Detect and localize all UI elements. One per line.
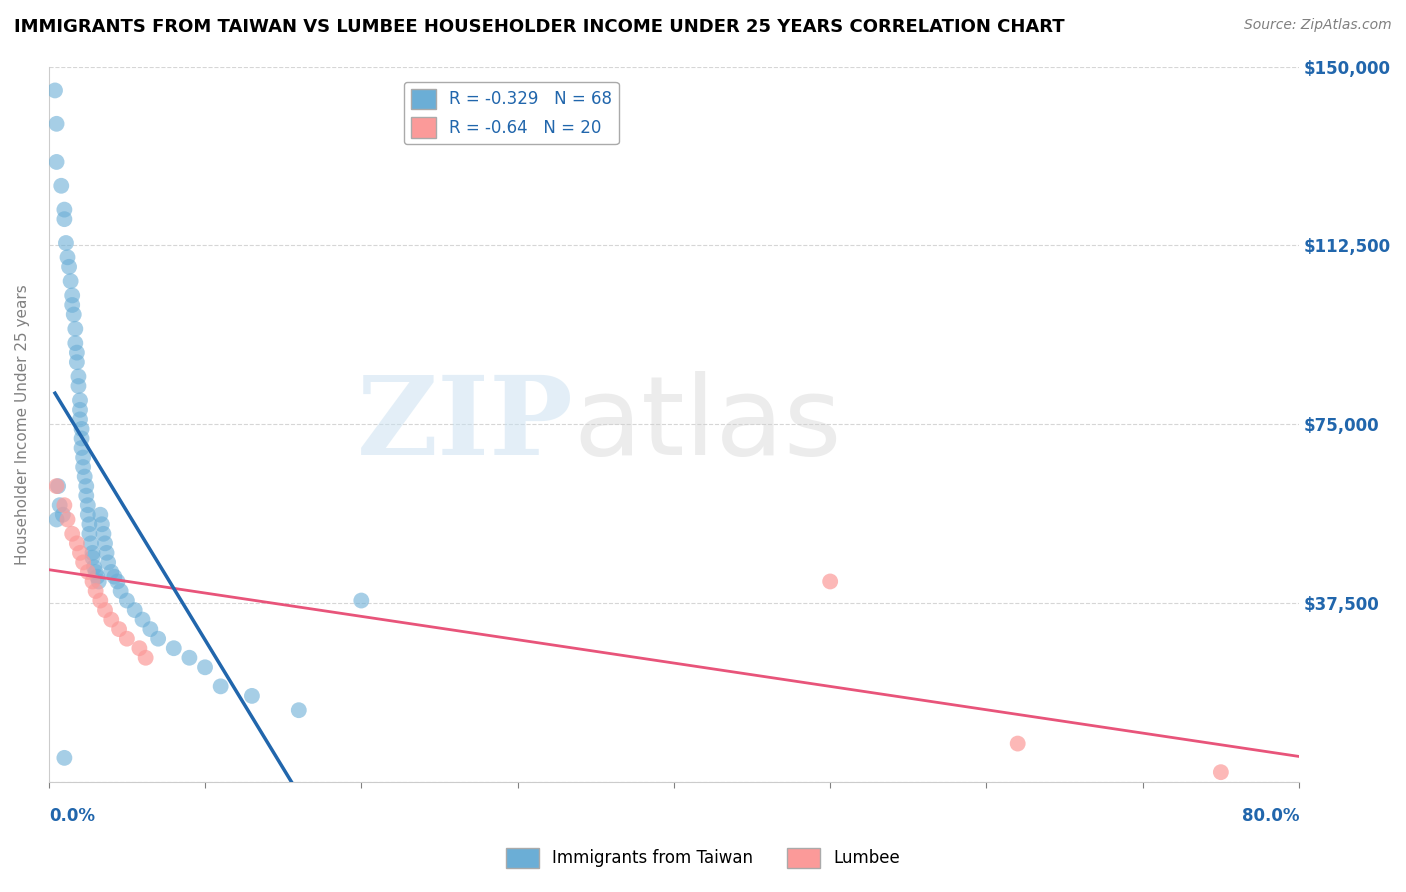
Point: [65, 322, 87, 336]
Point: [51, 178, 73, 193]
Point: [53, 751, 76, 765]
Point: [79, 526, 101, 541]
Point: [1007, 737, 1029, 751]
Point: [93, 526, 115, 541]
Point: [96, 546, 118, 560]
Point: [72, 460, 94, 475]
Point: [62, 308, 84, 322]
Point: [59, 274, 82, 288]
Point: [58, 260, 80, 274]
Point: [103, 570, 125, 584]
Point: [45, 479, 67, 493]
Text: IMMIGRANTS FROM TAIWAN VS LUMBEE HOUSEHOLDER INCOME UNDER 25 YEARS CORRELATION C: IMMIGRANTS FROM TAIWAN VS LUMBEE HOUSEHO…: [14, 18, 1064, 36]
Point: [90, 517, 112, 532]
Text: ZIP: ZIP: [357, 371, 574, 477]
Legend: R = -0.329   N = 68, R = -0.64   N = 20: R = -0.329 N = 68, R = -0.64 N = 20: [404, 82, 619, 145]
Y-axis label: Householder Income Under 25 years: Householder Income Under 25 years: [15, 284, 30, 565]
Text: atlas: atlas: [574, 371, 842, 477]
Point: [94, 603, 117, 617]
Point: [115, 632, 138, 646]
Point: [75, 489, 97, 503]
Point: [240, 689, 263, 703]
Point: [69, 393, 91, 408]
Point: [72, 555, 94, 569]
Point: [146, 632, 169, 646]
Point: [66, 345, 89, 359]
Point: [44, 83, 66, 97]
Point: [70, 422, 93, 436]
Point: [107, 574, 129, 589]
Point: [124, 603, 146, 617]
Text: 0.0%: 0.0%: [49, 807, 94, 825]
Point: [66, 355, 89, 369]
Point: [82, 550, 104, 565]
Point: [56, 250, 79, 264]
Point: [139, 622, 162, 636]
Point: [84, 584, 107, 599]
Point: [66, 536, 89, 550]
Point: [209, 679, 232, 693]
Point: [53, 202, 76, 217]
Point: [163, 641, 186, 656]
Point: [70, 441, 93, 455]
Point: [60, 526, 83, 541]
Point: [288, 703, 311, 717]
Point: [82, 574, 104, 589]
Point: [89, 593, 111, 607]
Point: [100, 613, 122, 627]
Point: [65, 336, 87, 351]
Point: [45, 117, 67, 131]
Point: [80, 536, 103, 550]
Point: [83, 560, 105, 574]
Point: [94, 536, 117, 550]
Point: [179, 650, 201, 665]
Point: [53, 212, 76, 227]
Point: [60, 298, 83, 312]
Point: [76, 498, 98, 512]
Point: [87, 574, 110, 589]
Point: [110, 584, 132, 599]
Point: [115, 593, 138, 607]
Point: [48, 498, 70, 512]
Point: [60, 288, 83, 302]
Point: [46, 479, 69, 493]
Point: [45, 155, 67, 169]
Point: [128, 641, 150, 656]
Point: [89, 508, 111, 522]
Point: [86, 570, 108, 584]
Point: [108, 622, 131, 636]
Text: 80.0%: 80.0%: [1241, 807, 1299, 825]
Point: [79, 517, 101, 532]
Point: [76, 565, 98, 579]
Point: [82, 546, 104, 560]
Point: [52, 508, 75, 522]
Point: [69, 546, 91, 560]
Point: [135, 650, 157, 665]
Point: [69, 412, 91, 426]
Point: [100, 565, 122, 579]
Point: [69, 402, 91, 417]
Point: [131, 613, 153, 627]
Point: [75, 479, 97, 493]
Point: [73, 469, 96, 483]
Point: [1209, 765, 1232, 780]
Point: [818, 574, 841, 589]
Point: [72, 450, 94, 465]
Text: Source: ZipAtlas.com: Source: ZipAtlas.com: [1244, 18, 1392, 32]
Point: [53, 498, 76, 512]
Point: [97, 555, 120, 569]
Point: [194, 660, 217, 674]
Point: [67, 369, 90, 384]
Point: [350, 593, 373, 607]
Point: [76, 508, 98, 522]
Legend: Immigrants from Taiwan, Lumbee: Immigrants from Taiwan, Lumbee: [499, 841, 907, 875]
Point: [67, 379, 90, 393]
Point: [84, 565, 107, 579]
Point: [56, 512, 79, 526]
Point: [55, 235, 77, 250]
Point: [45, 512, 67, 526]
Point: [70, 432, 93, 446]
